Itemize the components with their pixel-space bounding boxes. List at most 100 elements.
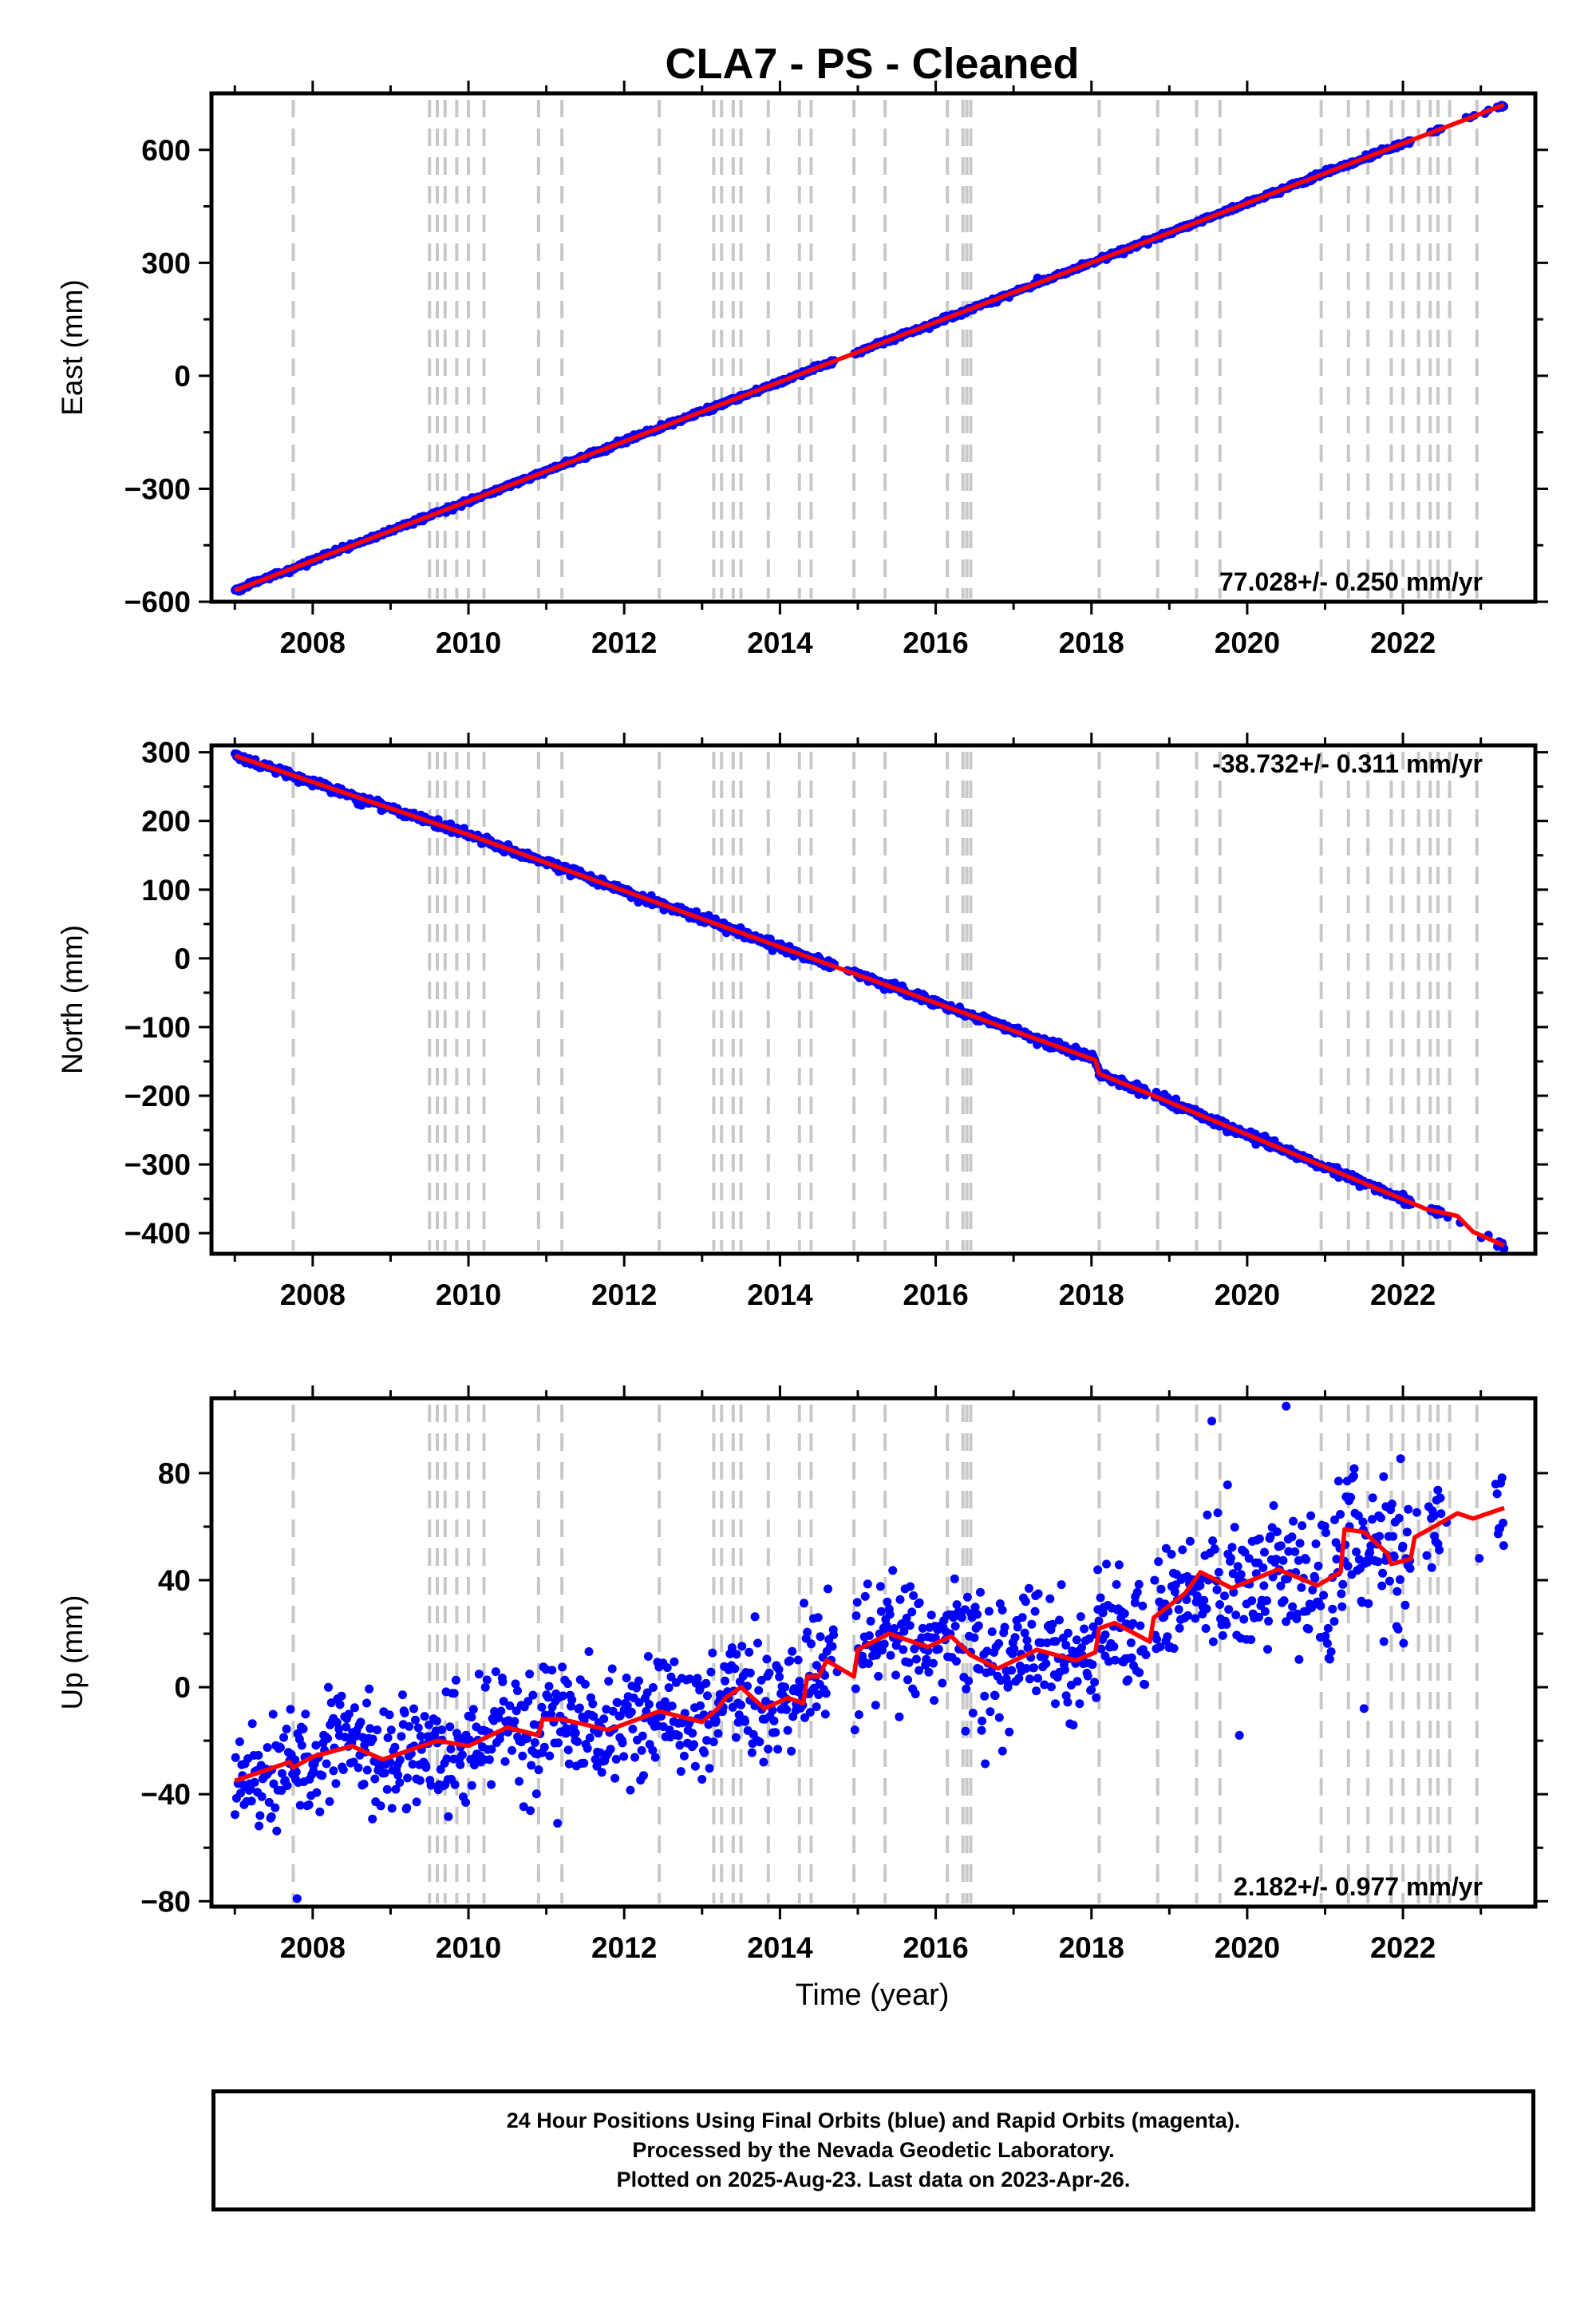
data-point xyxy=(854,1710,863,1719)
data-point xyxy=(589,1712,598,1721)
data-point xyxy=(1088,1660,1097,1670)
plot-frame xyxy=(209,1396,1538,1909)
data-point xyxy=(385,1710,394,1720)
data-point xyxy=(342,1722,351,1732)
data-point xyxy=(1046,1682,1056,1692)
data-point xyxy=(304,1800,314,1809)
data-point xyxy=(902,1614,911,1622)
data-point xyxy=(279,1733,288,1742)
data-point xyxy=(689,1740,698,1749)
data-point xyxy=(286,1705,295,1714)
data-point xyxy=(335,1700,345,1709)
data-point xyxy=(915,1666,924,1675)
data-point xyxy=(1321,1631,1330,1641)
data-point xyxy=(1025,1583,1033,1593)
data-point xyxy=(1311,1539,1321,1548)
data-point xyxy=(1363,1557,1373,1567)
x-tick-label: 2010 xyxy=(436,1279,501,1311)
data-point xyxy=(1087,1685,1096,1694)
data-point xyxy=(613,1698,622,1707)
x-tick-label: 2010 xyxy=(436,626,501,659)
data-point xyxy=(730,1664,740,1674)
data-point xyxy=(400,1708,409,1717)
data-point xyxy=(753,1638,762,1648)
data-point xyxy=(1259,1581,1269,1591)
data-point xyxy=(1207,1417,1216,1426)
data-point xyxy=(1435,1545,1444,1555)
data-point xyxy=(408,1760,417,1769)
data-point xyxy=(1499,1541,1508,1551)
data-point xyxy=(1375,1531,1385,1541)
data-point xyxy=(783,1725,792,1735)
data-point xyxy=(1185,1536,1195,1546)
data-point xyxy=(272,1826,282,1836)
data-point xyxy=(553,1819,563,1828)
x-tick-label: 2012 xyxy=(591,1931,657,1964)
data-point xyxy=(899,1626,909,1636)
x-tick-label: 2016 xyxy=(903,1279,968,1311)
data-point xyxy=(1126,1638,1136,1647)
y-axis-label: East (mm) xyxy=(56,279,89,416)
data-point xyxy=(1263,1645,1272,1654)
y-axis-label: Up (mm) xyxy=(56,1595,89,1710)
x-tick-label: 2008 xyxy=(280,626,346,659)
data-point xyxy=(1314,1561,1323,1571)
data-point xyxy=(650,1753,660,1762)
data-point xyxy=(1231,1611,1241,1620)
data-point xyxy=(863,1579,872,1589)
data-point xyxy=(1009,1644,1019,1654)
data-point xyxy=(704,1720,713,1729)
data-point xyxy=(874,1671,883,1681)
data-point xyxy=(290,1755,300,1765)
x-tick-label: 2016 xyxy=(903,626,968,659)
data-point xyxy=(771,1728,780,1737)
data-point xyxy=(579,1758,589,1768)
data-point xyxy=(1171,1580,1180,1590)
data-point xyxy=(368,1814,377,1824)
data-point xyxy=(575,1703,584,1713)
data-point xyxy=(864,1659,873,1668)
data-point xyxy=(1306,1511,1316,1520)
data-point xyxy=(1027,1619,1037,1629)
data-point xyxy=(338,1765,348,1774)
model-line xyxy=(234,102,1505,593)
data-point xyxy=(1349,1472,1358,1481)
y-tick-label: 300 xyxy=(141,737,191,769)
data-point xyxy=(380,1769,389,1778)
data-point-outlier xyxy=(1282,1401,1291,1411)
data-point xyxy=(1029,1663,1039,1673)
data-point xyxy=(1136,1621,1145,1630)
data-point xyxy=(1379,1637,1389,1646)
data-point xyxy=(1320,1521,1329,1531)
data-point xyxy=(500,1757,510,1766)
data-point xyxy=(360,1741,369,1750)
data-point xyxy=(754,1686,764,1695)
data-point xyxy=(737,1642,747,1651)
data-point xyxy=(1346,1492,1356,1502)
data-point xyxy=(523,1733,532,1743)
data-point xyxy=(567,1695,577,1705)
data-point xyxy=(800,1713,809,1722)
data-point xyxy=(416,1732,425,1741)
data-point xyxy=(564,1759,574,1769)
data-point xyxy=(1023,1643,1033,1653)
data-point xyxy=(1005,1727,1014,1737)
data-point xyxy=(705,1764,714,1773)
data-point xyxy=(1120,1609,1129,1618)
data-point xyxy=(626,1785,635,1795)
data-point xyxy=(356,1717,365,1727)
data-point xyxy=(231,1810,239,1820)
data-point xyxy=(662,1663,672,1673)
data-point xyxy=(755,1737,764,1747)
data-point xyxy=(962,1592,972,1602)
data-point xyxy=(1017,1613,1027,1622)
data-point xyxy=(480,1682,490,1692)
data-point xyxy=(487,1745,496,1754)
up-panel: 2008 2010 2012 2014 2016 2018 2020 2022 80 40 0 −40… xyxy=(56,1385,1548,1964)
data-point xyxy=(1228,1569,1238,1579)
data-point xyxy=(1338,1579,1348,1589)
data-point xyxy=(851,1611,861,1621)
data-points xyxy=(231,1401,1508,1903)
data-point xyxy=(1021,1664,1031,1673)
data-point xyxy=(1208,1536,1218,1546)
